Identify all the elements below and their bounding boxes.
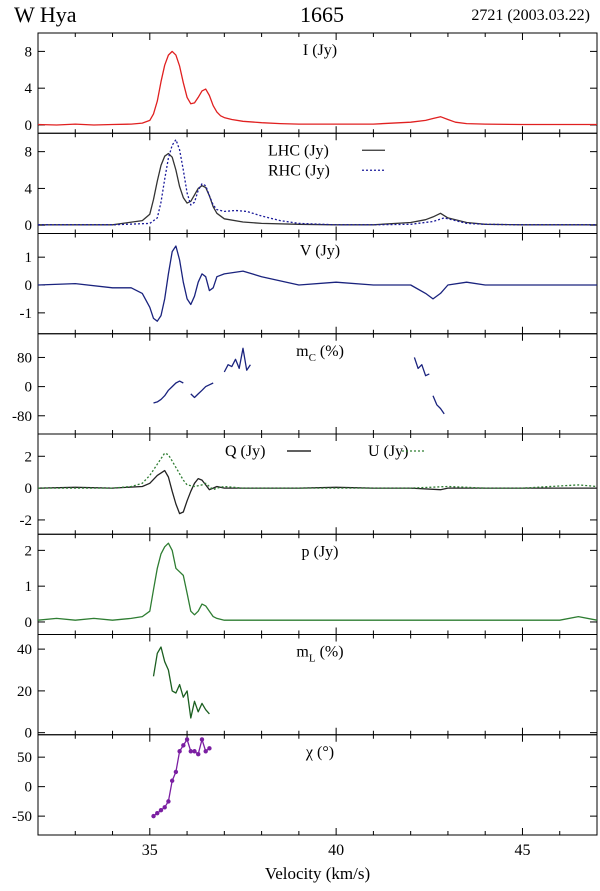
panel-6-ytick-label: 1 — [25, 579, 33, 595]
observation-id: 2721 (2003.03.22) — [471, 7, 590, 24]
panel-5-frame — [37, 433, 598, 535]
panel-2-series-1-line — [38, 152, 597, 226]
panel-8-point — [155, 810, 160, 816]
panel-4-ytick-label: -80 — [12, 409, 32, 425]
panel-8-point — [162, 805, 167, 810]
panel-8-point — [166, 799, 171, 804]
panel-5-ytick-label: 0 — [25, 481, 33, 497]
panel-6-ytick-label: 0 — [25, 615, 33, 631]
x-axis-label: Velocity (km/s) — [265, 864, 370, 883]
panel-8-point — [181, 743, 186, 748]
panel-4-series-4-line — [413, 357, 430, 377]
panel-2-ytick-label: 8 — [25, 145, 33, 161]
source-name: W Hya — [14, 2, 77, 27]
x-tick-label: 45 — [514, 842, 530, 859]
panel-3-ytick-label: 1 — [25, 250, 33, 266]
panel-8-point — [177, 749, 182, 754]
x-tick-label: 40 — [328, 842, 344, 859]
line-frequency: 1665 — [300, 2, 344, 27]
panel-8-point — [196, 752, 201, 757]
panel-2-series-2-line — [38, 139, 597, 226]
panel-3-ytick-label: -1 — [20, 306, 33, 322]
panel-6-series-1-line — [37, 542, 598, 621]
panel-4-series-2-line — [190, 382, 214, 399]
panel-7-ytick-label: 20 — [17, 684, 32, 700]
panel-7-series-1-line — [152, 646, 210, 719]
panel-7-ytick-label: 40 — [17, 642, 32, 658]
panel-1-label: I (Jy) — [303, 42, 337, 59]
panel-8-label: χ (°) — [305, 744, 334, 761]
panel-8-point — [169, 778, 175, 783]
panel-5-ytick-label: -2 — [20, 513, 33, 529]
panel-2-legend-label: RHC (Jy) — [268, 162, 330, 179]
panel-3-series-1-line — [37, 245, 597, 322]
panel-2-ytick-label: 0 — [25, 218, 33, 234]
panel-7-label: mL (%) — [296, 644, 343, 665]
panel-5-legend-label: U (Jy) — [368, 443, 408, 460]
panel-6-ytick-label: 2 — [25, 543, 33, 559]
panel-8-ytick-label: 50 — [17, 750, 32, 766]
panel-4-ytick-label: 80 — [17, 350, 32, 366]
panel-7-ytick-label: 0 — [25, 726, 33, 742]
panel-2-legend-label: LHC (Jy) — [268, 142, 329, 159]
panel-8-point — [203, 749, 208, 754]
panel-8-series-1-line — [153, 738, 210, 817]
panel-8-point — [184, 737, 190, 742]
panel-1-series-1-line — [37, 50, 597, 126]
panel-8-ytick-label: -50 — [12, 809, 32, 825]
panel-8-point — [188, 749, 193, 754]
panel-1-ytick-label: 8 — [25, 44, 33, 60]
panel-3-label: V (Jy) — [300, 243, 340, 260]
panel-4-label: mC (%) — [296, 343, 344, 364]
panel-6-label: p (Jy) — [302, 543, 339, 560]
panel-8-point — [151, 813, 156, 819]
panel-5-series-2-line — [38, 452, 598, 491]
panel-2-ytick-label: 4 — [25, 181, 33, 197]
panel-8-frame — [37, 734, 598, 836]
panel-5-legend-label: Q (Jy) — [225, 443, 265, 460]
panel-8-point — [158, 808, 164, 813]
panel-4-ytick-label: 0 — [25, 380, 33, 396]
panel-3-ytick-label: 0 — [25, 278, 33, 294]
panel-1-ytick-label: 4 — [25, 81, 33, 97]
panel-8-point — [173, 769, 179, 775]
panel-1-ytick-label: 0 — [25, 118, 33, 134]
panel-4-series-1-line — [153, 380, 184, 404]
panel-8-ytick-label: 0 — [25, 780, 33, 796]
panel-8-point — [199, 737, 205, 742]
panel-4-series-3-line — [223, 347, 251, 373]
x-tick-label: 35 — [142, 842, 158, 859]
panel-8-point — [192, 749, 197, 754]
panel-5-ytick-label: 2 — [25, 449, 33, 465]
panel-5-series-1-line — [37, 469, 597, 515]
panel-4-series-5-line — [432, 395, 445, 415]
panel-8-point — [207, 746, 212, 751]
